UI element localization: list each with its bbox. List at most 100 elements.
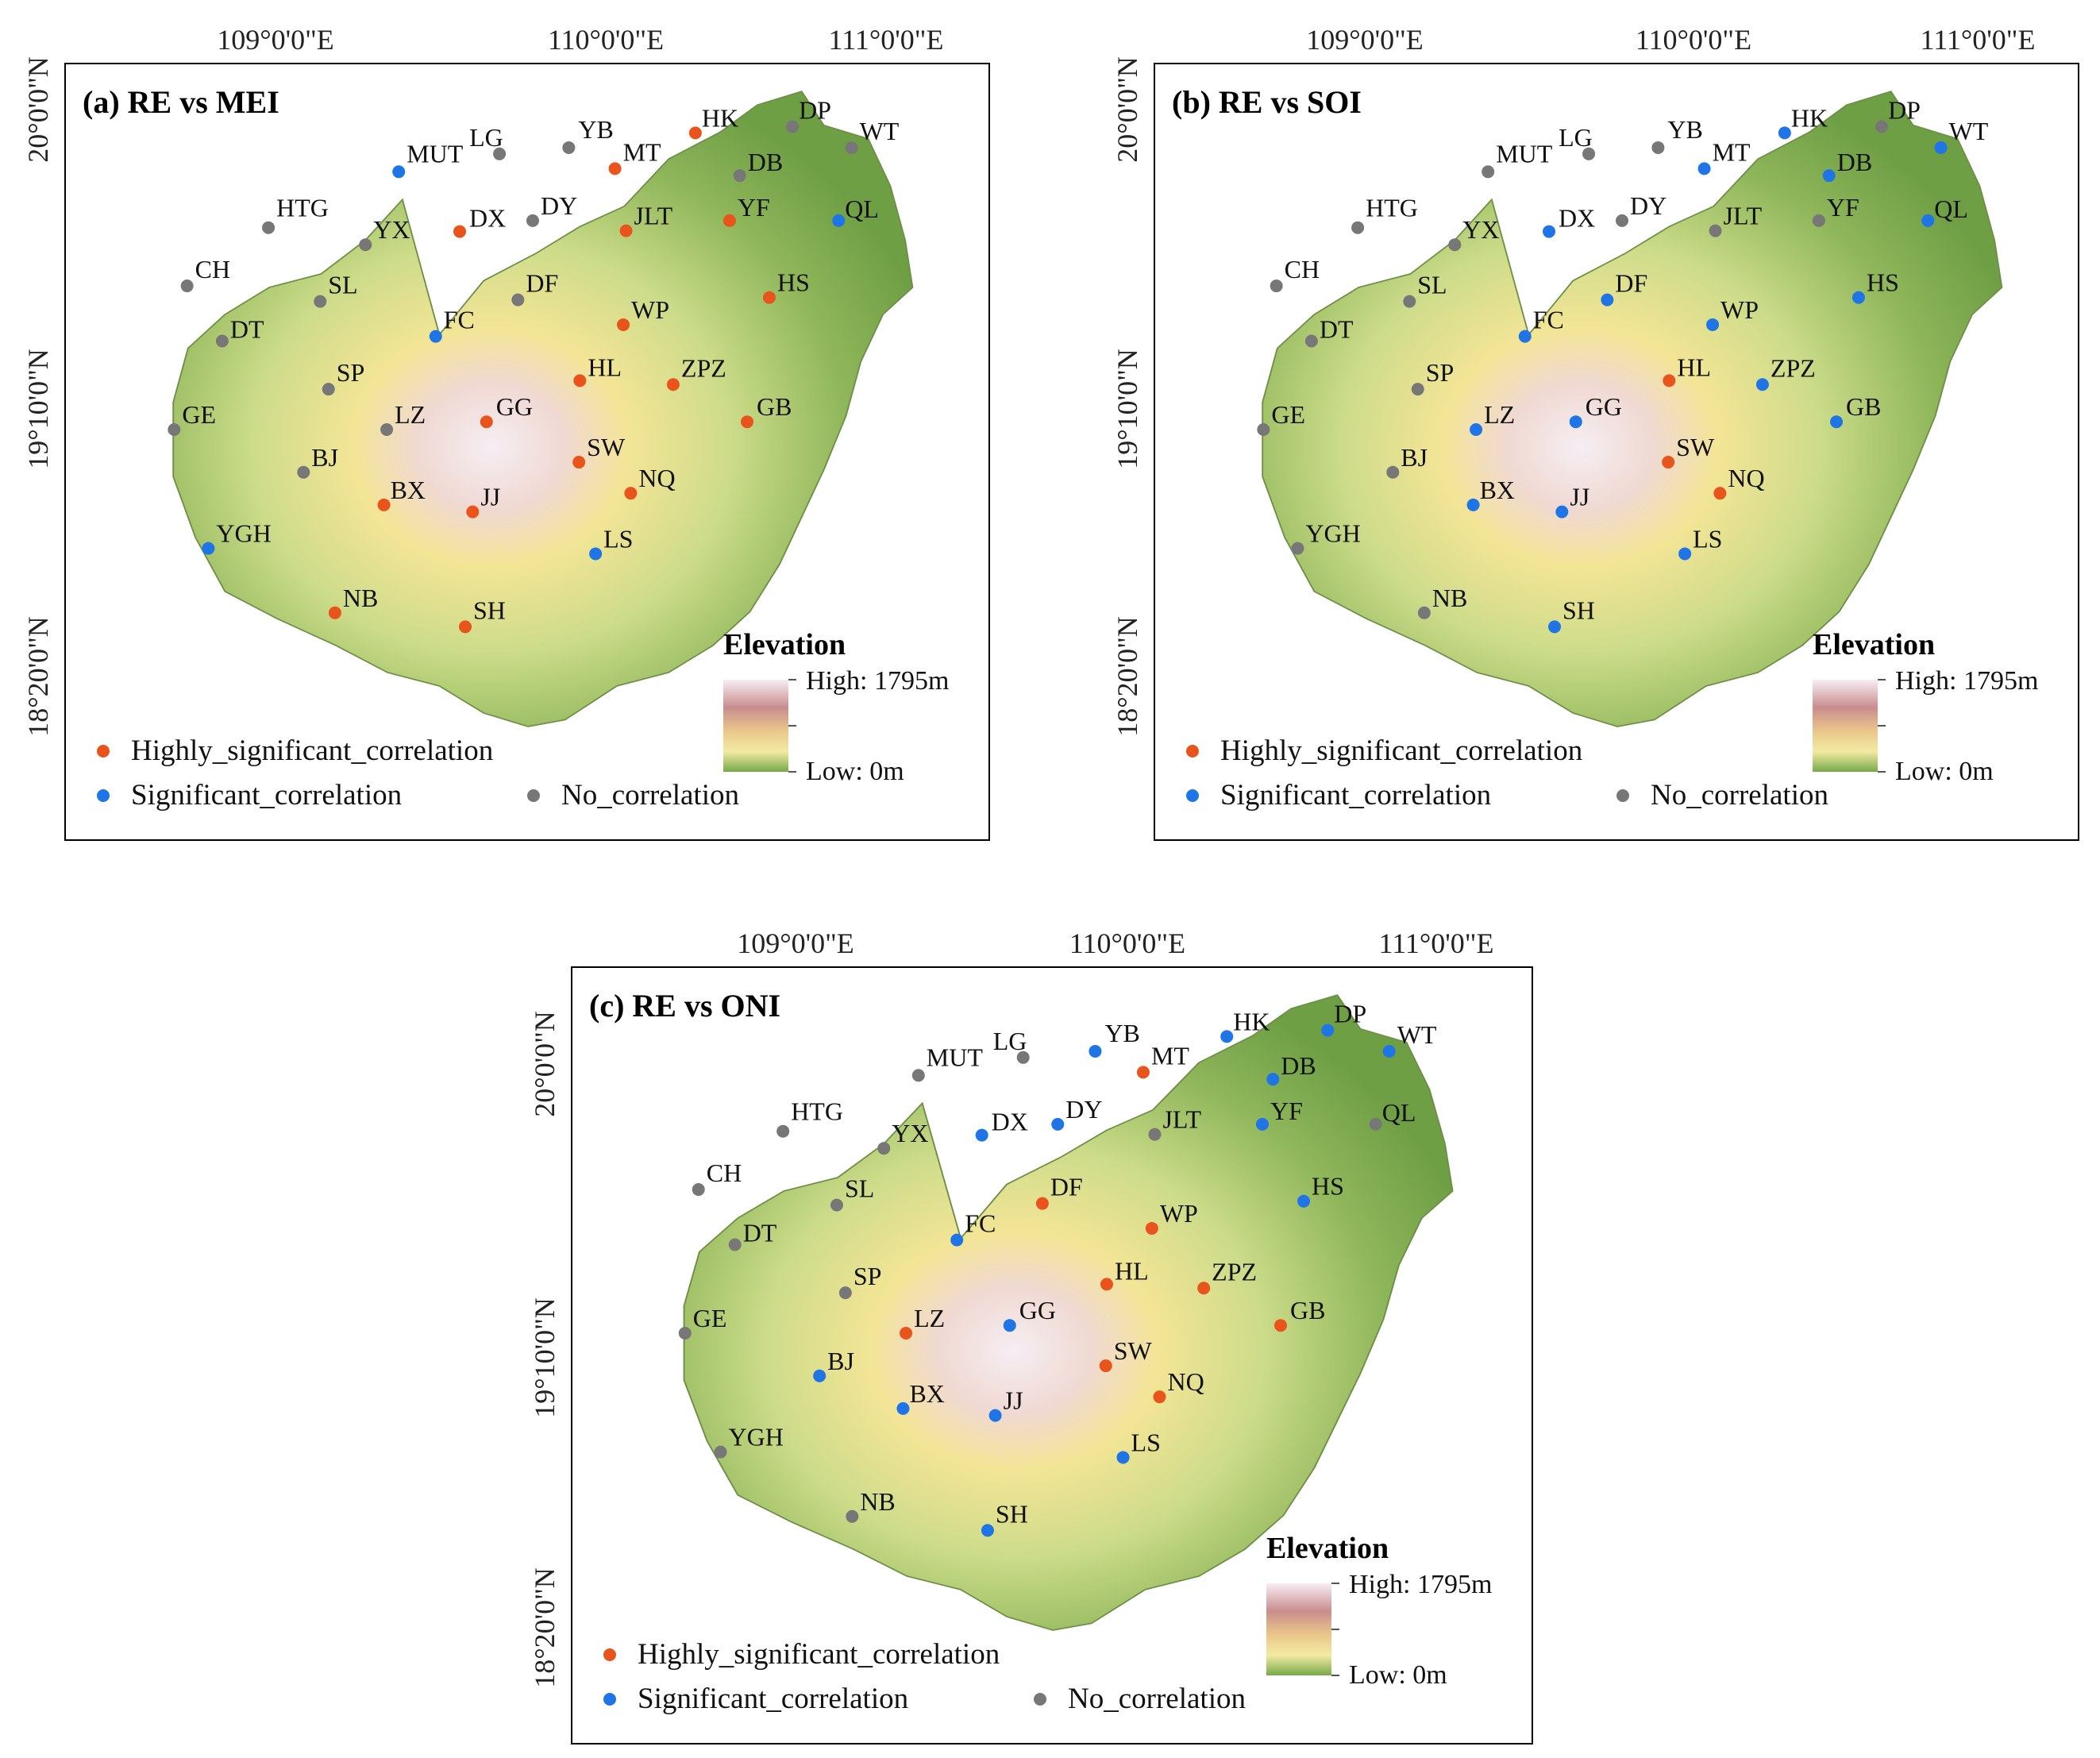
station-label: YB — [1667, 115, 1702, 144]
latitude-tick-label: 19°10'0"N — [1112, 349, 1143, 469]
station-marker — [466, 505, 480, 519]
station-marker — [1035, 1197, 1049, 1210]
station-marker — [1016, 1051, 1030, 1064]
station-label: DP — [1334, 1000, 1366, 1028]
elevation-color-ramp — [1813, 680, 1878, 772]
station-marker — [733, 169, 746, 183]
station-label: YB — [578, 115, 613, 144]
station-marker — [1304, 334, 1318, 348]
station-label: GE — [182, 400, 216, 429]
legend-highly-label: Highly_significant_correlation — [1220, 734, 1582, 767]
station-label: CH — [1285, 255, 1320, 283]
legend-highly-marker — [603, 1648, 616, 1661]
station-marker — [1003, 1319, 1016, 1332]
station-label: JLT — [1724, 202, 1763, 230]
legend-highly-marker — [97, 745, 110, 758]
panel-title: (c) RE vs ONI — [589, 988, 780, 1024]
map-panel-1: 109°0'0"E 110°0'0"E 111°0'0"E 20°0'0"N 19°10… — [22, 24, 989, 840]
station-marker — [314, 295, 327, 308]
station-label: SP — [337, 358, 365, 387]
station-label: LS — [1693, 524, 1722, 553]
longitude-tick-label: 111°0'0"E — [829, 24, 944, 56]
station-marker — [1543, 225, 1556, 238]
station-marker — [813, 1369, 827, 1382]
longitude-tick-label: 110°0'0"E — [1069, 927, 1185, 959]
station-marker — [1417, 606, 1431, 619]
elevation-legend-title: Elevation — [1813, 628, 1935, 661]
station-label: HTG — [1366, 194, 1418, 222]
station-label: DP — [799, 96, 831, 125]
station-label: FC — [1533, 306, 1564, 334]
station-marker — [975, 1128, 988, 1142]
station-label: DX — [469, 204, 506, 233]
station-label: LZ — [1484, 400, 1515, 429]
legend-significant-marker — [603, 1693, 616, 1706]
station-marker — [950, 1233, 964, 1247]
station-marker — [1663, 374, 1676, 387]
station-marker — [359, 238, 372, 252]
station-label: SH — [1562, 596, 1595, 624]
elevation-low-label: Low: 0m — [1349, 1660, 1447, 1690]
station-label: ZPZ — [1212, 1257, 1257, 1286]
station-marker — [1921, 214, 1935, 227]
station-label: JJ — [1004, 1386, 1023, 1415]
station-label: NQ — [1728, 464, 1764, 492]
station-label: NB — [343, 584, 378, 612]
station-label: MUT — [407, 139, 464, 168]
station-marker — [1220, 1030, 1234, 1043]
legend-significant-marker — [1186, 789, 1199, 802]
station-marker — [1778, 126, 1791, 140]
station-label: GG — [1586, 392, 1622, 421]
station-label: DF — [526, 269, 558, 298]
station-marker — [180, 280, 194, 293]
station-label: FC — [965, 1209, 996, 1238]
station-marker — [678, 1326, 692, 1340]
station-label: LS — [603, 524, 633, 553]
legend-significant-label: Significant_correlation — [638, 1683, 908, 1715]
station-label: DB — [1281, 1051, 1316, 1080]
station-marker — [262, 221, 276, 234]
station-label: SP — [1426, 358, 1455, 387]
station-marker — [728, 1238, 742, 1251]
station-label: SW — [1676, 433, 1715, 461]
station-label: YB — [1104, 1019, 1139, 1047]
legend-highly-label: Highly_significant_correlation — [131, 734, 493, 767]
station-label: DY — [1065, 1095, 1102, 1124]
station-marker — [1153, 1390, 1166, 1404]
station-label: GE — [1271, 400, 1305, 429]
station-label: CH — [195, 255, 230, 283]
elevation-color-ramp — [1266, 1583, 1331, 1675]
latitude-tick-label: 18°20'0"N — [22, 616, 54, 737]
station-label: HL — [1677, 353, 1711, 381]
station-marker — [1257, 422, 1270, 436]
station-marker — [1351, 221, 1365, 234]
station-marker — [562, 141, 576, 154]
elevation-low-label: Low: 0m — [806, 757, 904, 786]
station-marker — [838, 1286, 852, 1300]
legend-none-marker — [1034, 1693, 1046, 1706]
station-label: HTG — [276, 194, 329, 222]
station-marker — [1270, 280, 1283, 293]
station-marker — [1321, 1024, 1335, 1037]
station-label: DF — [1615, 269, 1647, 298]
latitude-tick-label: 19°10'0"N — [22, 349, 54, 469]
station-marker — [845, 141, 858, 154]
station-label: NB — [860, 1487, 895, 1516]
station-marker — [480, 415, 493, 429]
station-marker — [776, 1124, 790, 1138]
latitude-tick-label: 20°0'0"N — [22, 56, 54, 163]
station-label: HS — [777, 268, 810, 297]
station-label: JLT — [1162, 1105, 1201, 1134]
station-marker — [1386, 465, 1400, 479]
station-label: SW — [587, 433, 626, 461]
station-marker — [1482, 165, 1495, 179]
station-marker — [1403, 295, 1416, 308]
station-label: SL — [845, 1174, 874, 1203]
station-label: YX — [373, 215, 410, 244]
station-marker — [608, 162, 622, 175]
legend-none-label: No_correlation — [1068, 1683, 1246, 1715]
elevation-low-label: Low: 0m — [1895, 757, 1994, 786]
longitude-tick-label: 109°0'0"E — [217, 24, 334, 56]
elevation-color-ramp — [723, 680, 788, 772]
